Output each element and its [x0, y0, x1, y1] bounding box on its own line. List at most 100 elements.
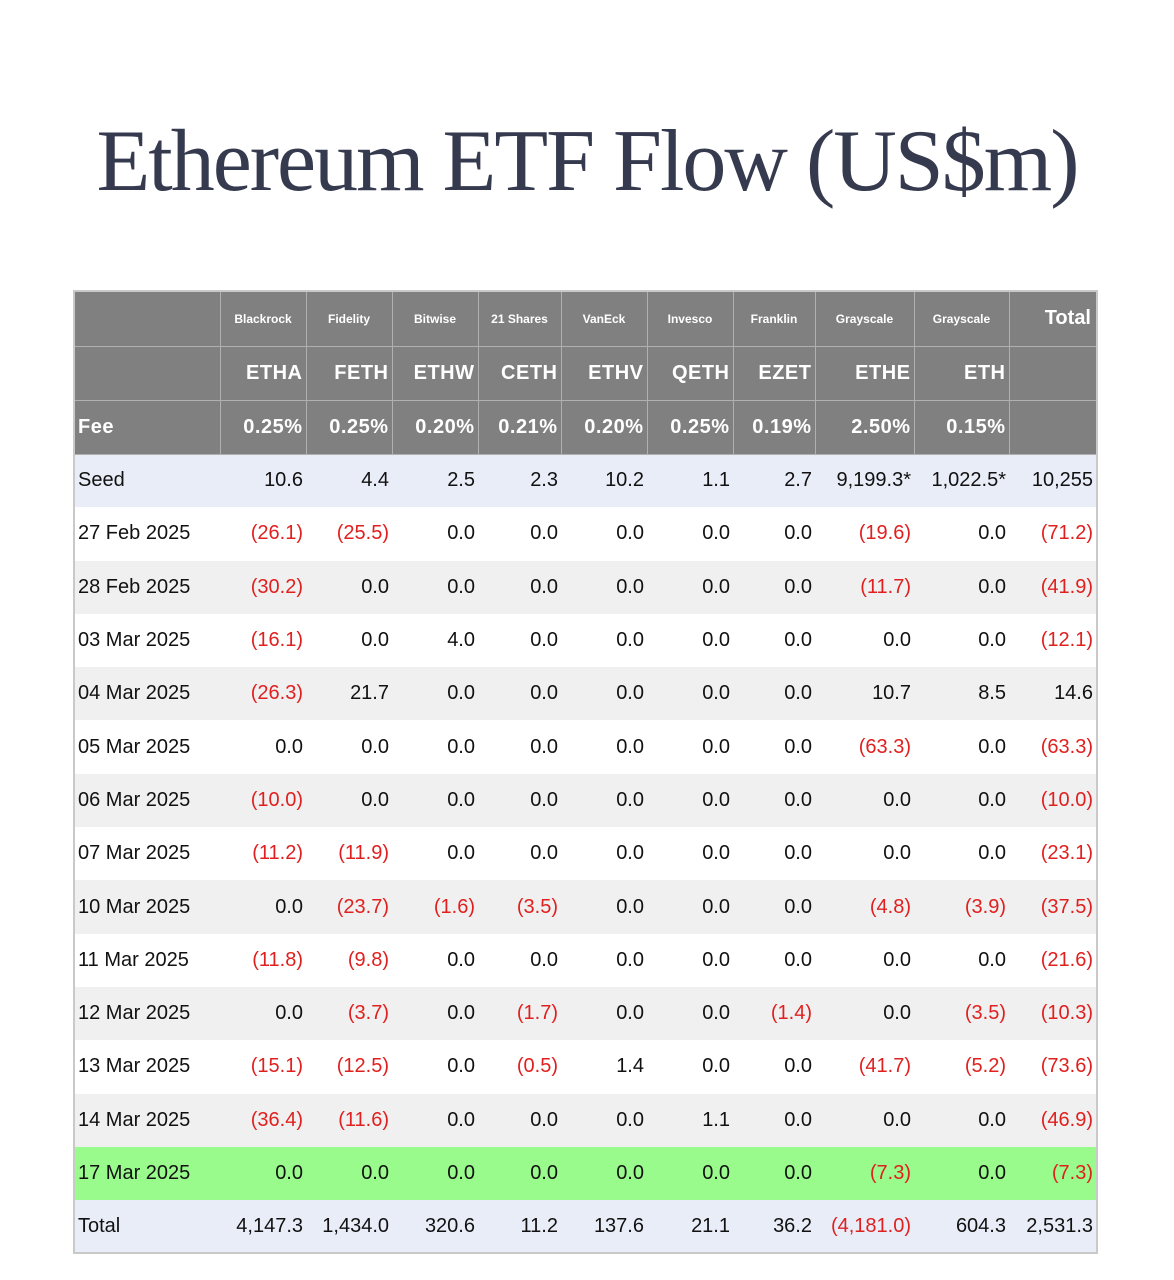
flow-cell: 2.5 — [392, 454, 478, 508]
flow-cell: 0.0 — [478, 827, 561, 881]
issuer-header: Grayscale — [913, 291, 1009, 347]
flow-cell: 0.0 — [561, 827, 647, 881]
flow-cell: 0.0 — [478, 560, 561, 614]
row-total-cell: (21.6) — [1009, 933, 1097, 987]
totals-row: Total 4,147.3 1,434.0 320.6 11.2 137.6 21.1 36.… — [74, 1200, 1097, 1254]
row-date-label: 17 Mar 2025 — [74, 1146, 220, 1201]
flow-cell: 0.0 — [733, 720, 815, 774]
table-row: 04 Mar 2025 (26.3) 21.7 0.0 0.0 0.0 0.0 0.0 10.7… — [74, 667, 1097, 721]
table-row: 13 Mar 2025 (15.1) (12.5) 0.0 (0.5) 1.4 0.0 0.0… — [74, 1040, 1097, 1094]
flow-cell: (11.8) — [220, 933, 306, 987]
ticker-header: QETH — [646, 346, 733, 401]
seed-row: Seed 10.6 4.4 2.5 2.3 10.2 1.1 2.7 9,199.3* 1,022… — [74, 454, 1097, 508]
flow-cell: (11.9) — [306, 827, 392, 881]
flow-cell: (36.4) — [220, 1093, 306, 1147]
flow-cell: 0.0 — [914, 1093, 1009, 1147]
flow-cell: 0.0 — [914, 720, 1009, 774]
flow-cell: 0.0 — [561, 1093, 647, 1147]
flow-cell: 0.0 — [220, 986, 306, 1041]
flow-cell: 0.0 — [220, 720, 306, 774]
flow-cell: 0.0 — [914, 933, 1009, 987]
flow-cell: (16.1) — [220, 613, 306, 668]
row-date-label: 12 Mar 2025 — [74, 986, 220, 1041]
issuer-header: Grayscale — [814, 291, 914, 347]
flow-cell: 4.0 — [392, 613, 478, 668]
row-total-cell: (73.6) — [1009, 1040, 1097, 1094]
flow-cell: (63.3) — [815, 720, 914, 774]
flow-cell: 2.3 — [478, 454, 561, 508]
flow-cell: 0.0 — [815, 827, 914, 881]
row-total-cell: 14.6 — [1009, 667, 1097, 721]
row-total-cell: 10,255 — [1009, 454, 1097, 508]
flow-cell: 0.0 — [392, 1093, 478, 1147]
row-date-label: Seed — [74, 454, 220, 508]
fee-header: 2.50% — [814, 400, 914, 455]
flow-cell: 0.0 — [561, 773, 647, 828]
flow-cell: (30.2) — [220, 560, 306, 614]
row-date-label: 05 Mar 2025 — [74, 720, 220, 774]
flow-cell: 0.0 — [733, 1093, 815, 1147]
flow-cell: 21.7 — [306, 667, 392, 721]
flow-cell: (3.7) — [306, 986, 392, 1041]
flow-cell: 0.0 — [392, 667, 478, 721]
flow-cell: (3.5) — [914, 986, 1009, 1041]
flow-cell: 0.0 — [478, 773, 561, 828]
flow-cell: (9.8) — [306, 933, 392, 987]
flow-cell: 0.0 — [733, 773, 815, 828]
issuer-header: VanEck — [560, 291, 647, 347]
row-total-cell: (23.1) — [1009, 827, 1097, 881]
flow-cell: 10.7 — [815, 667, 914, 721]
fee-label: Fee — [74, 400, 220, 455]
flow-cell: (1.6) — [392, 880, 478, 934]
row-total-cell: (7.3) — [1009, 1146, 1097, 1201]
table-row: 11 Mar 2025 (11.8) (9.8) 0.0 0.0 0.0 0.0 0.0 0.0… — [74, 933, 1097, 987]
flow-cell: 8.5 — [914, 667, 1009, 721]
flow-cell: 0.0 — [647, 1146, 733, 1201]
flow-cell: 0.0 — [306, 613, 392, 668]
issuer-header: Blackrock — [219, 291, 306, 347]
row-date-label: 03 Mar 2025 — [74, 613, 220, 668]
total-cell: 2,531.3 — [1009, 1200, 1097, 1254]
flow-cell: 0.0 — [733, 933, 815, 987]
flow-cell: 0.0 — [647, 613, 733, 668]
flow-cell: 0.0 — [733, 1040, 815, 1094]
flow-cell: 0.0 — [733, 880, 815, 934]
flow-cell: 0.0 — [561, 507, 647, 561]
ticker-header: ETH — [913, 346, 1009, 401]
table-row: 07 Mar 2025 (11.2) (11.9) 0.0 0.0 0.0 0.0 0.0 0.… — [74, 827, 1097, 881]
fee-header: 0.20% — [560, 400, 647, 455]
flow-cell: 0.0 — [647, 507, 733, 561]
flow-cell: 0.0 — [914, 827, 1009, 881]
flow-cell: 0.0 — [392, 1040, 478, 1094]
row-total-cell: (71.2) — [1009, 507, 1097, 561]
flow-cell: 0.0 — [815, 933, 914, 987]
table-row: 05 Mar 2025 0.0 0.0 0.0 0.0 0.0 0.0 0.0 (63.3) 0.… — [74, 720, 1097, 774]
flow-cell: 0.0 — [306, 720, 392, 774]
row-date-label: 13 Mar 2025 — [74, 1040, 220, 1094]
flow-cell: 0.0 — [392, 720, 478, 774]
row-date-label: 06 Mar 2025 — [74, 773, 220, 828]
table-row: 03 Mar 2025 (16.1) 0.0 4.0 0.0 0.0 0.0 0.0 0.0 0.… — [74, 613, 1097, 668]
flow-cell: 10.6 — [220, 454, 306, 508]
flow-cell: 0.0 — [733, 560, 815, 614]
flow-cell: 0.0 — [306, 1146, 392, 1201]
flow-cell: 0.0 — [478, 613, 561, 668]
flow-cell: (11.2) — [220, 827, 306, 881]
ticker-header: ETHE — [814, 346, 914, 401]
header-blank — [74, 291, 220, 347]
flow-table-body: Seed 10.6 4.4 2.5 2.3 10.2 1.1 2.7 9,199.3* 1,022… — [74, 454, 1097, 1201]
row-total-cell: (10.3) — [1009, 986, 1097, 1041]
row-total-cell: (41.9) — [1009, 560, 1097, 614]
flow-cell: 0.0 — [478, 933, 561, 987]
ticker-header-row: ETHA FETH ETHW CETH ETHV QETH EZET ETHE … — [74, 346, 1097, 401]
flow-cell: 0.0 — [392, 986, 478, 1041]
flow-cell: 0.0 — [733, 1146, 815, 1201]
total-cell: 11.2 — [478, 1200, 561, 1254]
row-date-label: 10 Mar 2025 — [74, 880, 220, 934]
flow-cell: (12.5) — [306, 1040, 392, 1094]
flow-cell: 0.0 — [733, 507, 815, 561]
ticker-header: ETHA — [219, 346, 306, 401]
flow-cell: (15.1) — [220, 1040, 306, 1094]
flow-cell: 0.0 — [647, 773, 733, 828]
ticker-header: CETH — [477, 346, 561, 401]
